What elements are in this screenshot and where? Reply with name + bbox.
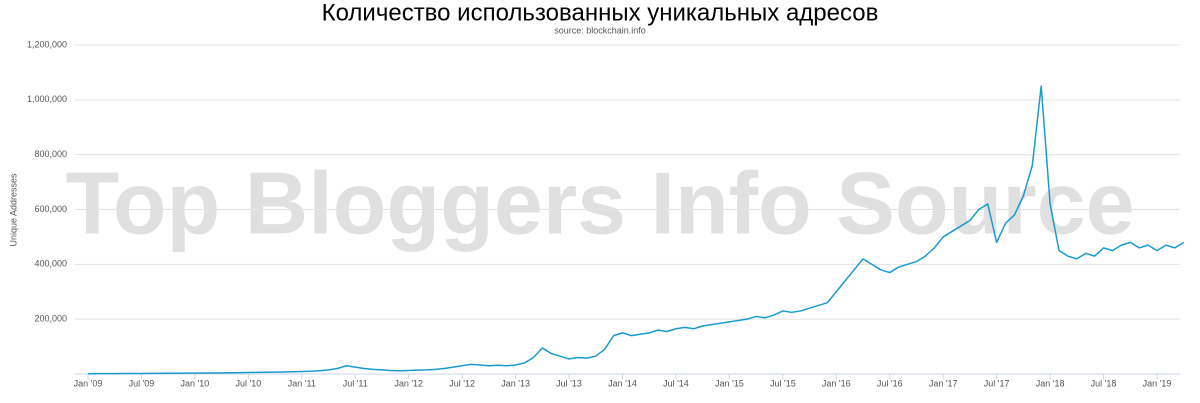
x-tick-label: Jul '10 — [235, 378, 261, 388]
x-tick-label: Jan '17 — [929, 378, 958, 388]
x-tick-label: Jul '14 — [663, 378, 689, 388]
x-tick-label: Jul '12 — [449, 378, 475, 388]
data-line — [87, 85, 1185, 375]
x-tick-label: Jul '13 — [556, 378, 582, 388]
watermark: Top Bloggers Info Source — [65, 153, 1134, 252]
y-tick-label: 600,000 — [34, 204, 67, 214]
x-tick-label: Jan '09 — [74, 378, 103, 388]
x-tick-label: Jan '11 — [288, 378, 316, 388]
y-tick-label: 400,000 — [34, 259, 67, 269]
x-tick-label: Jul '17 — [984, 378, 1010, 388]
x-tick-label: Jan '12 — [394, 378, 423, 388]
x-tick-label: Jan '18 — [1036, 378, 1065, 388]
y-tick-label: 800,000 — [34, 149, 67, 159]
x-tick-label: Jan '19 — [1143, 378, 1172, 388]
x-tick-label: Jan '14 — [608, 378, 637, 388]
x-tick-label: Jan '13 — [501, 378, 530, 388]
chart-subtitle: source: blockchain.info — [554, 25, 646, 35]
x-tick-label: Jul '11 — [343, 378, 368, 388]
y-tick-label: 200,000 — [34, 314, 67, 324]
x-tick-label: Jul '15 — [770, 378, 796, 388]
y-tick-label: 1,200,000 — [27, 39, 67, 49]
x-tick-label: Jan '16 — [822, 378, 851, 388]
y-axis-label: Unique Addresses — [8, 173, 18, 247]
chart-title: Количество использованных уникальных адр… — [322, 0, 879, 26]
x-tick-label: Jul '18 — [1091, 378, 1117, 388]
x-tick-label: Jul '16 — [877, 378, 903, 388]
x-tick-label: Jan '10 — [181, 378, 210, 388]
y-tick-label: 1,000,000 — [27, 94, 67, 104]
x-tick-label: Jul '09 — [129, 378, 155, 388]
x-tick-label: Jan '15 — [715, 378, 744, 388]
